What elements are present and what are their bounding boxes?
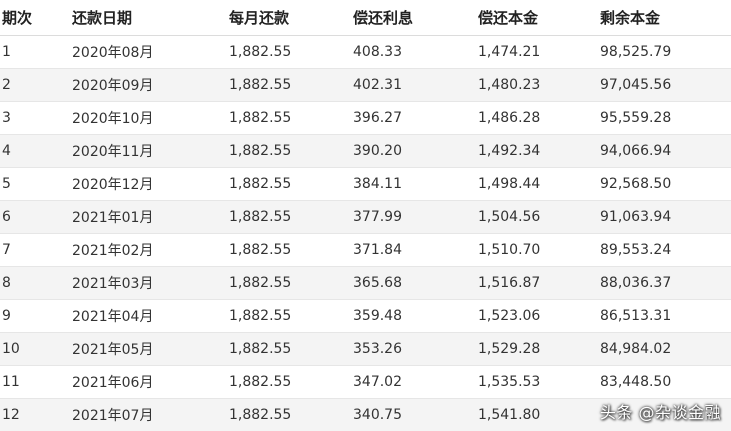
principal-cell: 1,480.23	[478, 77, 541, 93]
interest-cell: 347.02	[353, 374, 402, 390]
monthly-payment-cell: 1,882.55	[229, 77, 292, 93]
interest-cell: 359.48	[353, 308, 402, 324]
remaining-principal-cell: 83,448.50	[600, 374, 672, 390]
period-cell: 2	[2, 77, 11, 93]
monthly-payment-cell: 1,882.55	[229, 308, 292, 324]
monthly-payment-cell: 1,882.55	[229, 44, 292, 60]
table-row: 10 2021年05月 1,882.55 353.26 1,529.28 84,984.0…	[0, 333, 731, 366]
header-repay-date: 还款日期	[72, 9, 133, 27]
principal-cell: 1,523.06	[478, 308, 541, 324]
header-monthly-payment: 每月还款	[229, 9, 290, 27]
remaining-principal-cell: 84,984.02	[600, 341, 672, 357]
header-principal: 偿还本金	[478, 9, 539, 27]
interest-cell: 371.84	[353, 242, 402, 258]
principal-cell: 1,498.44	[478, 176, 541, 192]
period-cell: 1	[2, 44, 11, 60]
table-body: 1 2020年08月 1,882.55 408.33 1,474.21 98,525.79…	[0, 36, 731, 431]
table-row: 6 2021年01月 1,882.55 377.99 1,504.56 91,063.94	[0, 201, 731, 234]
principal-cell: 1,541.80	[478, 407, 541, 423]
principal-cell: 1,474.21	[478, 44, 541, 60]
repay-date-cell: 2021年02月	[72, 243, 154, 259]
repay-date-cell: 2020年12月	[72, 177, 154, 193]
repay-date-cell: 2020年11月	[72, 144, 154, 160]
interest-cell: 340.75	[353, 407, 402, 423]
remaining-principal-cell: 94,066.94	[600, 143, 672, 159]
monthly-payment-cell: 1,882.55	[229, 374, 292, 390]
interest-cell: 408.33	[353, 44, 402, 60]
principal-cell: 1,516.87	[478, 275, 541, 291]
monthly-payment-cell: 1,882.55	[229, 143, 292, 159]
period-cell: 5	[2, 176, 11, 192]
table-row: 9 2021年04月 1,882.55 359.48 1,523.06 86,513.31	[0, 300, 731, 333]
remaining-principal-cell: 97,045.56	[600, 77, 672, 93]
table-row: 12 2021年07月 1,882.55 340.75 1,541.80	[0, 399, 731, 431]
repay-date-cell: 2021年06月	[72, 375, 154, 391]
remaining-principal-cell: 91,063.94	[600, 209, 672, 225]
monthly-payment-cell: 1,882.55	[229, 110, 292, 126]
repay-date-cell: 2020年08月	[72, 45, 154, 61]
repay-date-cell: 2020年10月	[72, 111, 154, 127]
period-cell: 11	[2, 374, 20, 390]
monthly-payment-cell: 1,882.55	[229, 275, 292, 291]
table-row: 11 2021年06月 1,882.55 347.02 1,535.53 83,448.5…	[0, 366, 731, 399]
remaining-principal-cell: 88,036.37	[600, 275, 672, 291]
table-row: 1 2020年08月 1,882.55 408.33 1,474.21 98,525.79	[0, 36, 731, 69]
principal-cell: 1,492.34	[478, 143, 541, 159]
interest-cell: 390.20	[353, 143, 402, 159]
remaining-principal-cell: 86,513.31	[600, 308, 672, 324]
period-cell: 7	[2, 242, 11, 258]
principal-cell: 1,486.28	[478, 110, 541, 126]
table-header-row: 期次 还款日期 每月还款 偿还利息 偿还本金 剩余本金	[0, 0, 731, 36]
period-cell: 4	[2, 143, 11, 159]
period-cell: 3	[2, 110, 11, 126]
header-period: 期次	[2, 9, 33, 27]
table-row: 3 2020年10月 1,882.55 396.27 1,486.28 95,559.28	[0, 102, 731, 135]
interest-cell: 365.68	[353, 275, 402, 291]
interest-cell: 402.31	[353, 77, 402, 93]
table-row: 5 2020年12月 1,882.55 384.11 1,498.44 92,568.50	[0, 168, 731, 201]
principal-cell: 1,535.53	[478, 374, 541, 390]
table-row: 8 2021年03月 1,882.55 365.68 1,516.87 88,036.37	[0, 267, 731, 300]
interest-cell: 377.99	[353, 209, 402, 225]
period-cell: 10	[2, 341, 20, 357]
repay-date-cell: 2020年09月	[72, 78, 154, 94]
principal-cell: 1,504.56	[478, 209, 541, 225]
monthly-payment-cell: 1,882.55	[229, 407, 292, 423]
period-cell: 8	[2, 275, 11, 291]
monthly-payment-cell: 1,882.55	[229, 209, 292, 225]
monthly-payment-cell: 1,882.55	[229, 341, 292, 357]
principal-cell: 1,529.28	[478, 341, 541, 357]
period-cell: 6	[2, 209, 11, 225]
watermark: 头条 @杂谈金融	[599, 403, 721, 422]
table-row: 7 2021年02月 1,882.55 371.84 1,510.70 89,553.24	[0, 234, 731, 267]
period-cell: 9	[2, 308, 11, 324]
repay-date-cell: 2021年07月	[72, 408, 154, 424]
interest-cell: 353.26	[353, 341, 402, 357]
remaining-principal-cell: 98,525.79	[600, 44, 672, 60]
monthly-payment-cell: 1,882.55	[229, 176, 292, 192]
table-row: 4 2020年11月 1,882.55 390.20 1,492.34 94,066.94	[0, 135, 731, 168]
table-row: 2 2020年09月 1,882.55 402.31 1,480.23 97,045.56	[0, 69, 731, 102]
remaining-principal-cell: 95,559.28	[600, 110, 672, 126]
repay-date-cell: 2021年04月	[72, 309, 154, 325]
repay-date-cell: 2021年03月	[72, 276, 154, 292]
remaining-principal-cell: 89,553.24	[600, 242, 672, 258]
header-remaining-principal: 剩余本金	[600, 9, 661, 27]
principal-cell: 1,510.70	[478, 242, 541, 258]
repay-date-cell: 2021年01月	[72, 210, 154, 226]
repay-date-cell: 2021年05月	[72, 342, 154, 358]
period-cell: 12	[2, 407, 20, 423]
monthly-payment-cell: 1,882.55	[229, 242, 292, 258]
header-interest: 偿还利息	[353, 9, 414, 27]
interest-cell: 384.11	[353, 176, 402, 192]
interest-cell: 396.27	[353, 110, 402, 126]
remaining-principal-cell: 92,568.50	[600, 176, 672, 192]
